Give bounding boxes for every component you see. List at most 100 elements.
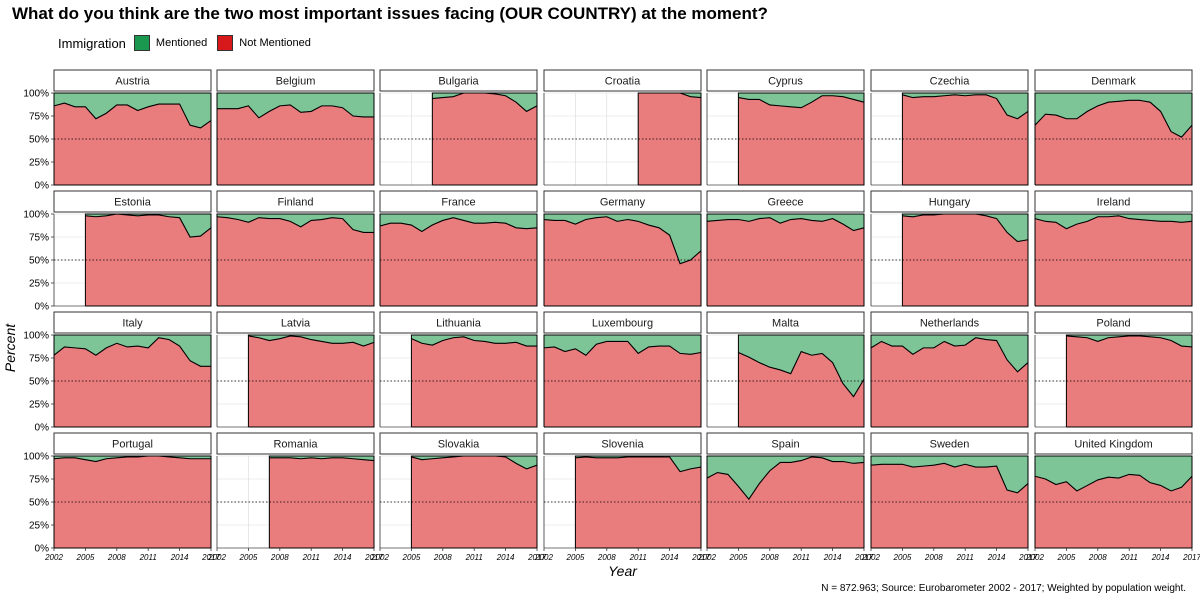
facet-strip-cyprus <box>706 69 865 92</box>
facet-label-austria: Austria <box>115 76 150 88</box>
x-tick-label: 2011 <box>302 553 320 562</box>
series-line-portugal <box>53 455 211 463</box>
x-tick-label: 2017 <box>1182 553 1200 562</box>
y-tick-label: 75% <box>29 112 49 123</box>
series-line-lithuania <box>411 336 537 347</box>
facet-label-denmark: Denmark <box>1091 76 1136 88</box>
area-not-mentioned-lithuania <box>411 336 537 427</box>
area-not-mentioned-bulgaria <box>432 93 537 185</box>
y-tick-label: 100% <box>23 452 49 463</box>
y-tick-label: 75% <box>29 354 49 365</box>
series-line-estonia <box>85 213 212 238</box>
facet-strip-romania <box>216 432 375 455</box>
series-line-bulgaria <box>432 92 538 113</box>
facet-strip-portugal <box>53 432 212 455</box>
area-not-mentioned-estonia <box>85 214 211 306</box>
series-line-sweden <box>870 462 1029 494</box>
x-tick-label: 2008 <box>107 553 126 562</box>
x-tick-label: 2008 <box>924 553 943 562</box>
y-tick-label: 0% <box>35 302 50 313</box>
facet-strip-sweden <box>870 432 1029 455</box>
series-line-malta <box>738 350 865 398</box>
facet-strip-estonia <box>53 190 212 213</box>
caption: N = 872.963; Source: Eurobarometer 2002 … <box>821 583 1186 594</box>
area-mentioned-germany <box>544 214 701 264</box>
facet-strip-latvia <box>216 311 375 334</box>
facet-label-italy: Italy <box>122 318 143 330</box>
area-not-mentioned-luxembourg <box>544 341 701 427</box>
x-tick-label: 2017 <box>527 553 546 562</box>
area-not-mentioned-netherlands <box>871 337 1028 427</box>
area-not-mentioned-italy <box>54 337 211 427</box>
x-tick-label: 2017 <box>1018 553 1037 562</box>
area-not-mentioned-poland <box>1066 335 1192 427</box>
area-mentioned-hungary <box>902 214 1028 242</box>
area-not-mentioned-malta <box>738 351 864 427</box>
series-line-germany <box>543 216 702 265</box>
facet-strip-croatia <box>543 69 702 92</box>
x-tick-label: 2011 <box>465 553 483 562</box>
facet-strip-hungary <box>870 190 1029 213</box>
facet-label-sweden: Sweden <box>930 439 970 451</box>
area-not-mentioned-germany <box>544 216 701 306</box>
area-mentioned-bulgaria <box>432 93 537 112</box>
facet-strip-slovenia <box>543 432 702 455</box>
chart-title: What do you think are the two most impor… <box>12 4 768 23</box>
area-mentioned-czechia <box>902 93 1028 119</box>
area-not-mentioned-czechia <box>902 94 1028 185</box>
series-line-italy <box>53 337 211 367</box>
x-tick-label: 2005 <box>239 553 258 562</box>
x-tick-label: 2002 <box>697 553 716 562</box>
y-tick-label: 75% <box>29 233 49 244</box>
y-tick-label: 50% <box>29 135 49 146</box>
x-tick-label: 2005 <box>893 553 912 562</box>
series-line-greece <box>706 217 865 232</box>
area-not-mentioned-greece <box>707 217 864 306</box>
facet-label-slovakia: Slovakia <box>438 439 480 451</box>
area-mentioned-belgium <box>217 93 374 118</box>
area-mentioned-portugal <box>54 456 211 462</box>
facet-label-estonia: Estonia <box>114 197 152 209</box>
area-not-mentioned-austria <box>54 103 211 185</box>
y-tick-label: 50% <box>29 498 49 509</box>
x-tick-label: 2014 <box>660 553 679 562</box>
y-tick-label: 75% <box>29 475 49 486</box>
x-tick-label: 2008 <box>433 553 452 562</box>
area-mentioned-greece <box>707 214 864 231</box>
facet-label-germany: Germany <box>600 197 646 209</box>
facet-label-spain: Spain <box>771 439 799 451</box>
area-not-mentioned-croatia <box>638 93 701 185</box>
facet-label-netherlands: Netherlands <box>920 318 980 330</box>
area-mentioned-italy <box>54 335 211 367</box>
series-line-poland <box>1066 335 1193 348</box>
area-mentioned-spain <box>707 456 864 500</box>
series-line-czechia <box>902 94 1029 120</box>
area-not-mentioned-ireland <box>1035 215 1192 306</box>
facet-label-czechia: Czechia <box>930 76 971 88</box>
y-tick-label: 100% <box>23 210 49 221</box>
facet-strip-united-kingdom <box>1034 432 1193 455</box>
facet-label-france: France <box>441 197 475 209</box>
facet-label-finland: Finland <box>277 197 313 209</box>
x-tick-label: 2017 <box>201 553 220 562</box>
facet-strip-austria <box>53 69 212 92</box>
series-line-united-kingdom <box>1034 473 1193 492</box>
facet-strip-belgium <box>216 69 375 92</box>
series-line-slovenia <box>575 456 702 473</box>
area-not-mentioned-denmark <box>1035 100 1192 185</box>
area-mentioned-luxembourg <box>544 335 701 356</box>
area-mentioned-france <box>380 214 537 232</box>
area-mentioned-cyprus <box>738 93 864 108</box>
x-tick-label: 2014 <box>333 553 352 562</box>
x-tick-label: 2002 <box>207 553 226 562</box>
facet-label-cyprus: Cyprus <box>768 76 803 88</box>
legend-swatch-mentioned <box>133 35 150 51</box>
y-tick-label: 100% <box>23 89 49 100</box>
x-tick-label: 2014 <box>823 553 842 562</box>
legend: Immigration Mentioned Not Mentioned <box>58 34 321 52</box>
facet-strip-greece <box>706 190 865 213</box>
x-tick-label: 2005 <box>1057 553 1076 562</box>
y-tick-label: 25% <box>29 158 49 169</box>
x-tick-label: 2005 <box>402 553 421 562</box>
